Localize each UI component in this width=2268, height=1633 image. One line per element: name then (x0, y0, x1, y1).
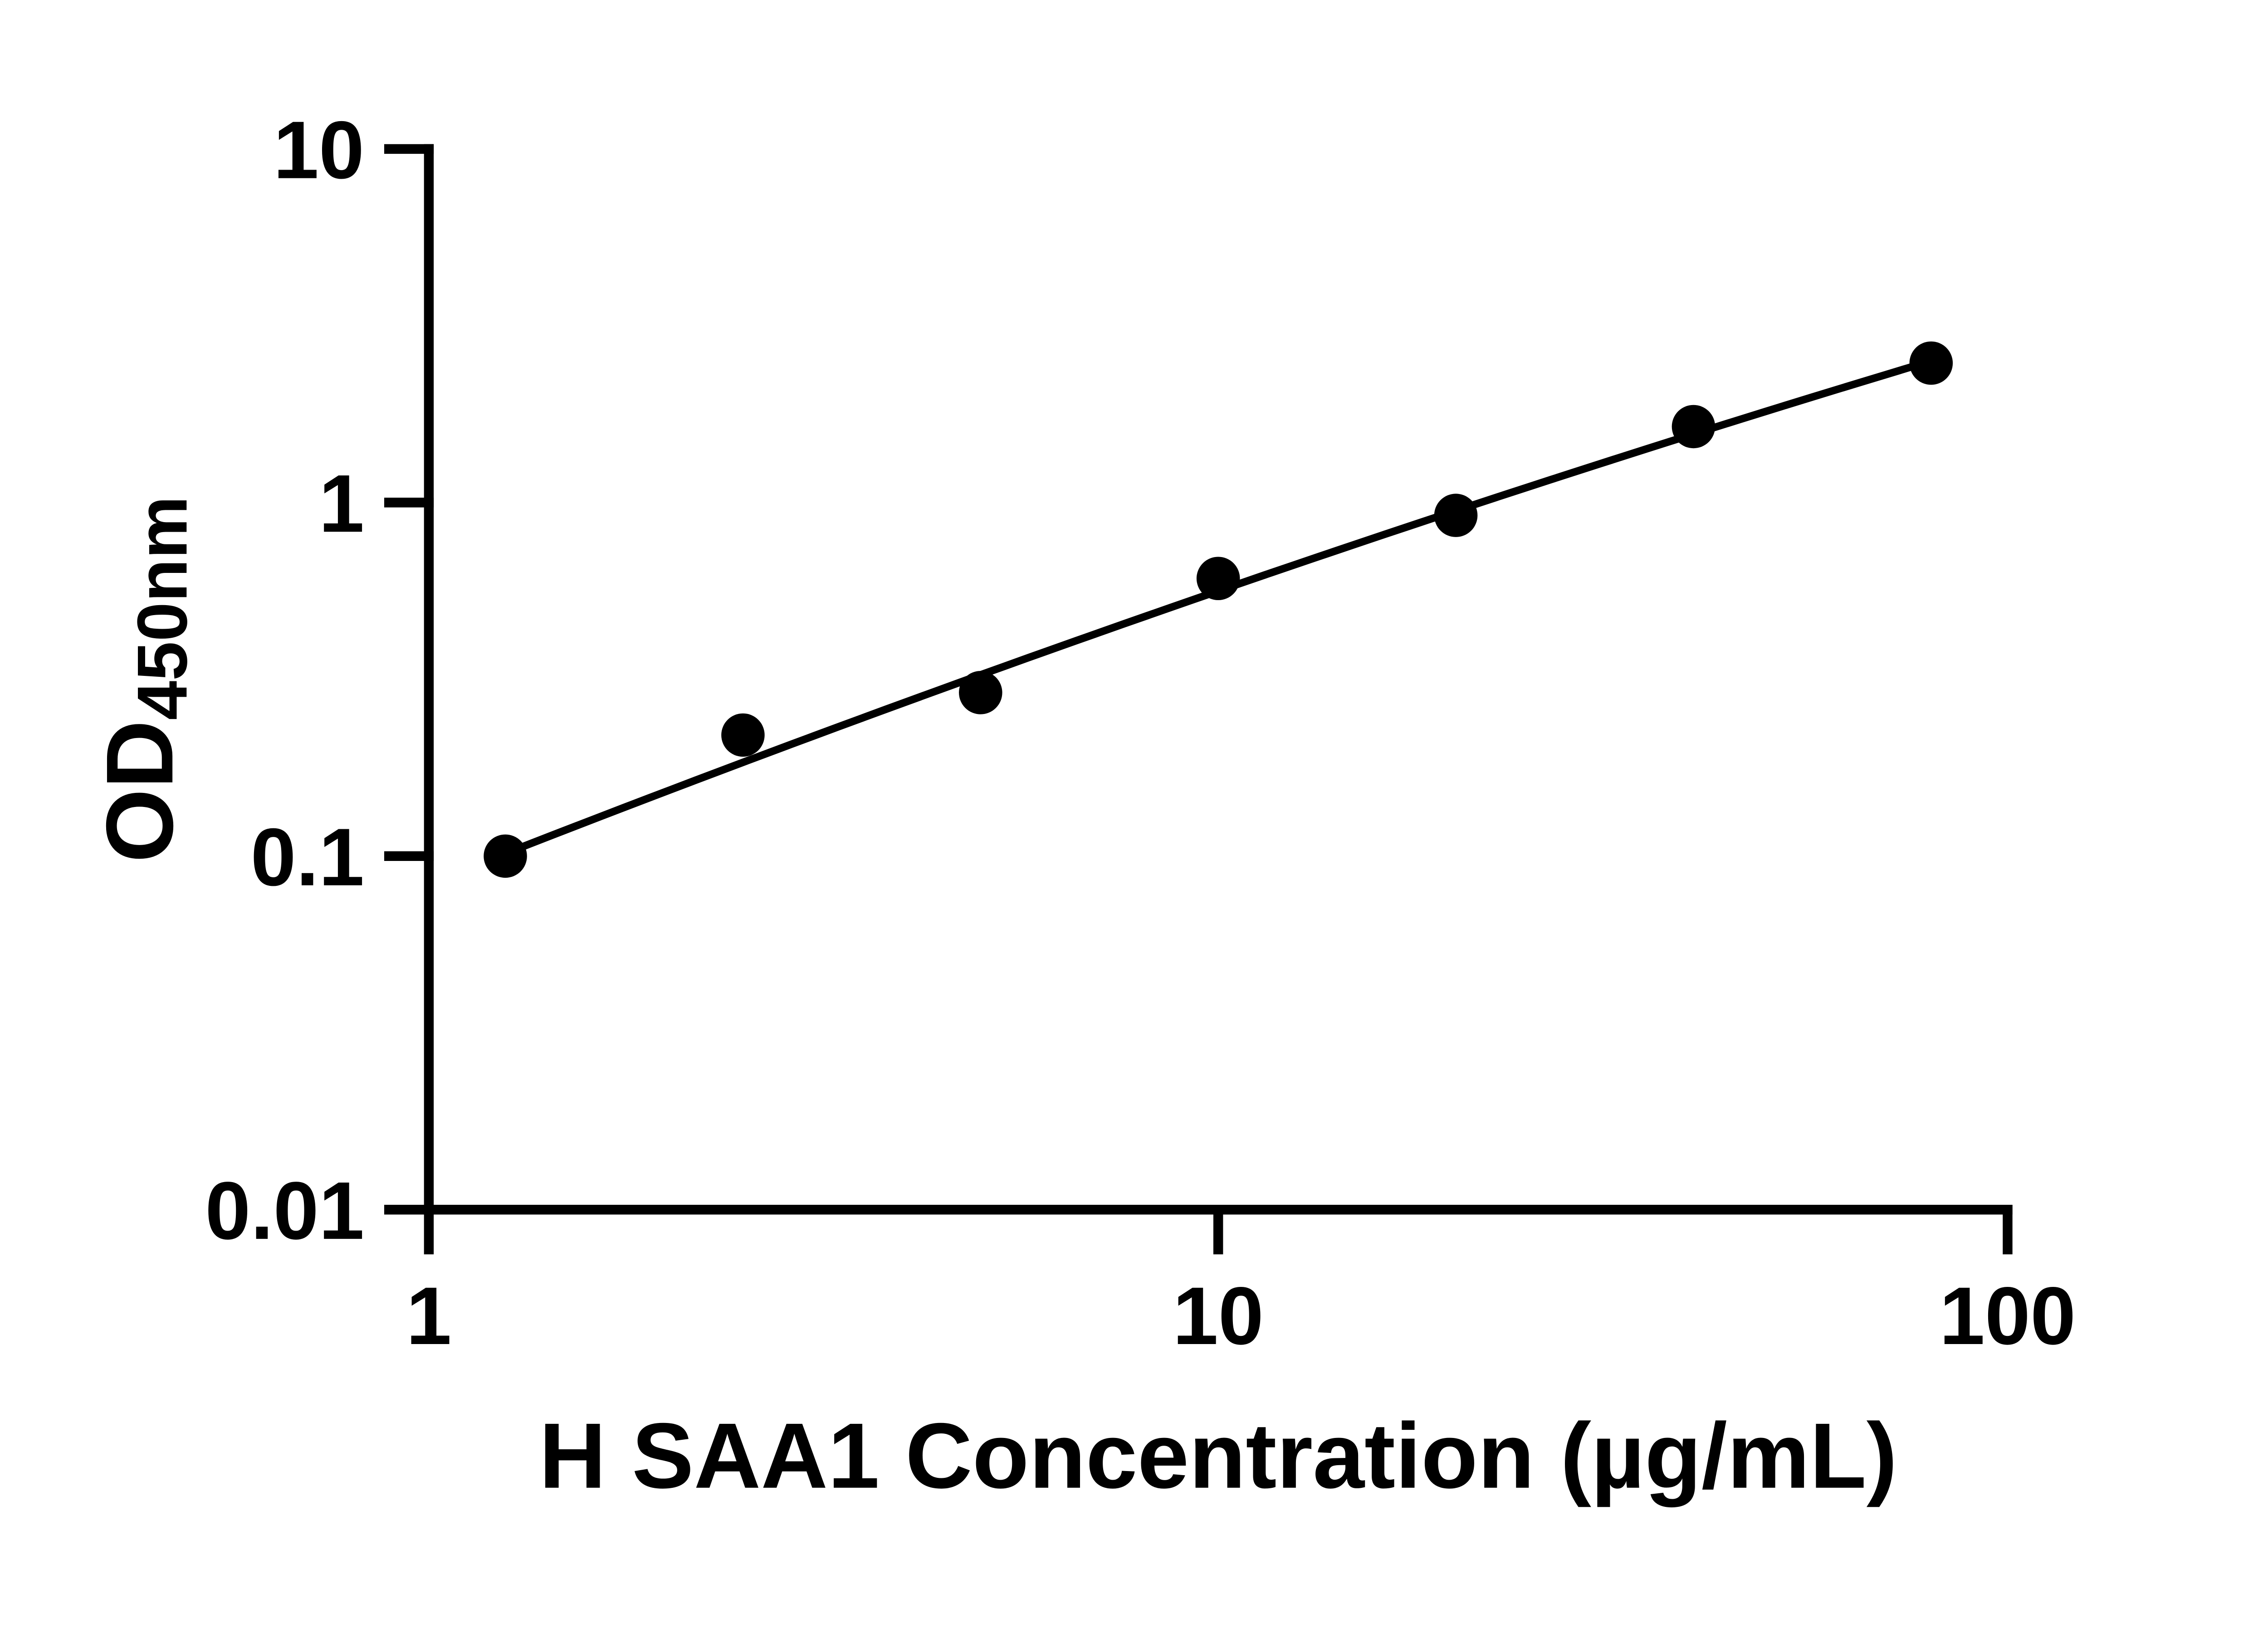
data-point (1196, 557, 1240, 600)
data-point (484, 834, 527, 878)
x-tick-label-100: 100 (1940, 1271, 2076, 1362)
y-axis: 10 1 0.1 0.01 (205, 105, 434, 1257)
y-axis-title: OD450nm (87, 496, 202, 862)
y-tick-label-1: 1 (319, 458, 364, 549)
y-tick-label-0-01: 0.01 (205, 1165, 364, 1257)
y-axis-title-main: OD (87, 720, 193, 862)
x-axis-title: H SAA1 Concentration (µg/mL) (539, 1404, 1897, 1508)
data-point (721, 713, 765, 757)
y-tick-label-10: 10 (274, 105, 365, 196)
y-axis-title-subscript: 450nm (123, 496, 202, 720)
data-point (1909, 341, 1953, 385)
data-points (484, 341, 1953, 878)
data-point (959, 671, 1002, 714)
x-tick-label-10: 10 (1173, 1271, 1264, 1362)
x-tick-marks (424, 1205, 2013, 1255)
data-point (1434, 494, 1478, 537)
svg-text:OD450nm: OD450nm (87, 496, 202, 862)
data-point (1672, 405, 1716, 449)
y-tick-label-0-1: 0.1 (250, 812, 364, 903)
elisa-standard-curve-chart: 10 1 0.1 0.01 1 10 100 H SAA1 Concentrat… (0, 0, 2268, 1592)
x-tick-label-1: 1 (406, 1271, 451, 1362)
x-tick-labels: 1 10 100 (406, 1271, 2076, 1362)
y-tick-labels: 10 1 0.1 0.01 (205, 105, 364, 1257)
chart-background (0, 0, 2268, 1592)
x-axis: 1 10 100 (406, 1205, 2076, 1362)
